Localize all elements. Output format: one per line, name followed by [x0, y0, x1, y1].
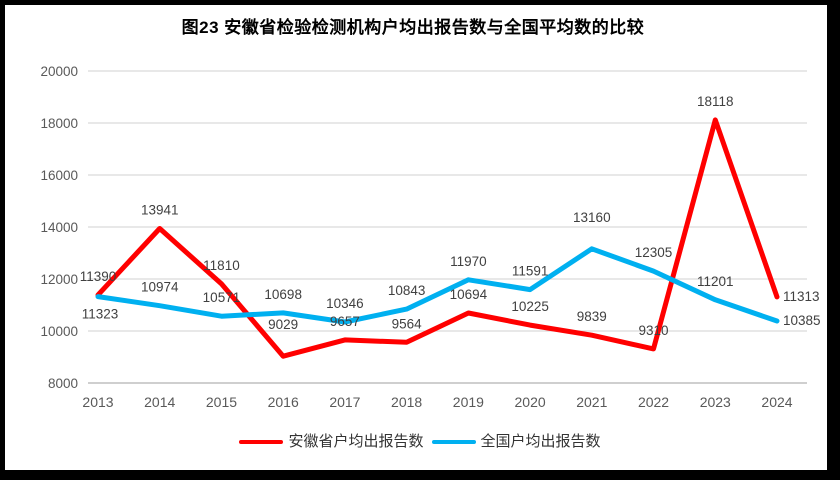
data-label-national: 11591	[512, 264, 549, 279]
y-tick-label: 14000	[40, 220, 78, 235]
data-label-national: 12305	[635, 245, 673, 260]
y-tick-label: 18000	[40, 116, 78, 131]
x-tick-label: 2023	[700, 394, 731, 410]
data-label-anhui: 11810	[203, 258, 240, 273]
legend-label-anhui: 安徽省户均出报告数	[288, 433, 424, 450]
x-tick-label: 2018	[391, 394, 422, 410]
data-label-national: 10571	[203, 290, 241, 305]
data-label-national: 10698	[264, 287, 302, 302]
data-label-anhui: 10694	[450, 287, 488, 302]
y-tick-label: 20000	[40, 64, 78, 79]
x-tick-label: 2013	[82, 394, 113, 410]
data-label-anhui: 10225	[511, 299, 549, 314]
x-tick-label: 2017	[329, 394, 360, 410]
x-tick-label: 2022	[638, 394, 669, 410]
legend-item-anhui: 安徽省户均出报告数	[239, 431, 424, 453]
x-tick-label: 2021	[576, 394, 607, 410]
series-line-national	[95, 246, 780, 325]
data-label-national: 11201	[697, 274, 734, 289]
data-label-national: 10974	[141, 280, 179, 295]
y-tick-label: 10000	[40, 324, 78, 339]
data-label-national: 10346	[326, 296, 364, 311]
x-tick-label: 2014	[144, 394, 175, 410]
data-label-anhui: 13941	[141, 203, 179, 218]
data-label-anhui: 9310	[639, 323, 669, 338]
x-tick-label: 2020	[515, 394, 546, 410]
data-label-anhui: 9029	[268, 317, 298, 332]
x-tick-label: 2016	[268, 394, 299, 410]
x-tick-label: 2015	[206, 394, 237, 410]
data-label-national: 10843	[388, 283, 426, 298]
data-label-national: 11323	[82, 307, 119, 322]
data-label-anhui: 11390	[80, 269, 117, 284]
legend-item-national: 全国户均出报告数	[431, 431, 601, 453]
x-tick-label: 2024	[761, 394, 792, 410]
data-label-anhui: 9657	[330, 314, 360, 329]
data-label-national: 10385	[783, 313, 821, 328]
y-tick-label: 12000	[40, 272, 78, 287]
y-tick-label: 16000	[40, 168, 78, 183]
chart-title: 图23 安徽省检验检测机构户均出报告数与全国平均数的比较	[181, 18, 645, 37]
data-label-national: 11970	[450, 254, 487, 269]
chart-legend: 安徽省户均出报告数 全国户均出报告数	[0, 431, 840, 453]
data-label-anhui: 9564	[392, 316, 423, 331]
data-label-national: 13160	[573, 210, 611, 225]
data-label-anhui: 18118	[697, 94, 734, 109]
y-tick-label: 8000	[48, 376, 78, 391]
legend-swatch-anhui-line-icon	[239, 440, 284, 444]
data-label-anhui: 9839	[577, 309, 607, 324]
x-tick-label: 2019	[453, 394, 484, 410]
data-label-anhui: 11313	[783, 289, 820, 304]
series-line-anhui	[95, 117, 780, 359]
legend-label-national: 全国户均出报告数	[480, 433, 601, 450]
legend-swatch-national-line-icon	[431, 440, 476, 444]
